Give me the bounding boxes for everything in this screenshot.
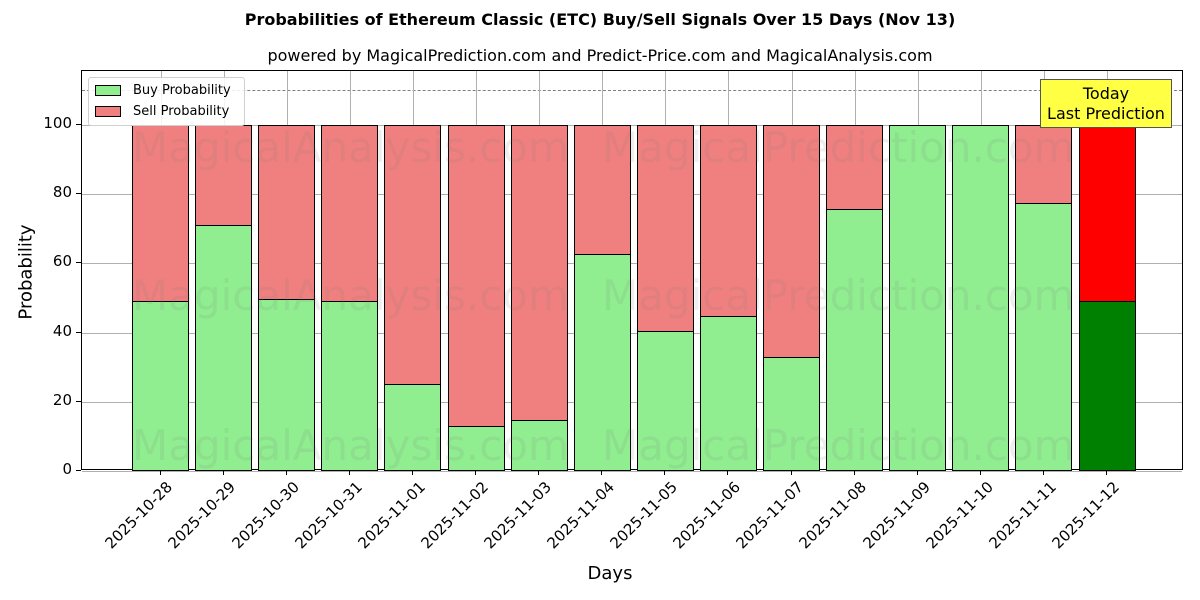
x-tick-label: 2025-10-29: [164, 478, 240, 553]
bar-buy: [321, 301, 379, 471]
bar-buy: [132, 301, 189, 471]
bar-sell: [384, 125, 442, 386]
bar-sell: [447, 125, 505, 428]
x-tick-label: 2025-11-04: [543, 478, 618, 553]
gridline-h: [82, 125, 1182, 126]
x-tick-mark: [853, 470, 855, 475]
bar-sell: [826, 125, 884, 211]
bar-buy: [952, 125, 1010, 471]
bar-sell: [321, 125, 379, 303]
today-annotation-line2: Last Prediction: [1047, 104, 1165, 123]
bar-sell: [1078, 125, 1136, 303]
gridline-h: [82, 263, 1182, 265]
y-tick-label: 60: [52, 252, 72, 271]
y-tick-label: 100: [43, 114, 72, 132]
x-tick-mark: [790, 470, 792, 475]
gridline-h: [82, 332, 1182, 334]
x-tick-label: 2025-11-01: [354, 478, 429, 553]
y-tick-mark: [76, 470, 81, 471]
x-tick-label: 2025-10-30: [228, 478, 303, 553]
bar-buy: [699, 315, 757, 471]
y-tick-label: 0: [62, 460, 72, 478]
bar-sell: [1015, 125, 1073, 204]
x-tick-mark: [285, 470, 287, 475]
bar-buy: [510, 420, 568, 471]
bar-buy: [636, 330, 694, 471]
legend-item-sell: Sell Probability: [95, 104, 229, 119]
bar-sell: [699, 125, 757, 317]
gridline-h: [82, 401, 1182, 403]
bar-buy: [889, 125, 947, 471]
y-tick-mark: [76, 193, 81, 195]
bar-sell: [510, 125, 568, 422]
y-tick-label: 20: [52, 390, 72, 409]
y-tick-mark: [76, 124, 81, 125]
x-tick-mark: [222, 470, 224, 475]
legend-swatch-buy: [95, 85, 121, 96]
bar-sell: [573, 125, 631, 256]
x-tick-mark: [664, 470, 666, 475]
bar-buy: [258, 299, 316, 471]
x-tick-mark: [475, 470, 476, 475]
bar-sell: [636, 125, 694, 332]
plot-area: MagicalAnalysis.comMagicalPrediction.com…: [81, 70, 1183, 472]
x-tick-mark: [411, 470, 413, 475]
x-tick-label: 2025-11-06: [669, 478, 745, 553]
x-tick-mark: [348, 470, 350, 475]
x-tick-label: 2025-11-08: [795, 478, 871, 553]
today-annotation-line1: Today: [1082, 84, 1130, 103]
legend-swatch-sell: [95, 106, 121, 117]
x-tick-label: 2025-11-03: [480, 478, 555, 553]
x-tick-label: 2025-11-05: [606, 478, 682, 553]
y-tick-mark: [76, 400, 81, 402]
y-tick-label: 80: [52, 183, 72, 202]
x-tick-label: 2025-11-09: [859, 478, 934, 553]
bar-buy: [384, 384, 442, 471]
bar-buy: [447, 426, 505, 471]
x-tick-mark: [727, 470, 729, 475]
chart-subtitle: powered by MagicalPrediction.com and Pre…: [267, 46, 933, 65]
reference-line: [82, 90, 1182, 92]
gridline-h: [82, 471, 1182, 472]
bar-buy: [1078, 301, 1136, 471]
x-tick-mark: [159, 470, 161, 475]
y-tick-mark: [76, 262, 81, 264]
bar-buy: [1015, 202, 1073, 471]
x-tick-label: 2025-11-02: [417, 478, 492, 553]
x-tick-mark: [538, 470, 540, 475]
x-tick-label: 2025-11-12: [1048, 478, 1123, 553]
x-tick-mark: [979, 470, 981, 475]
x-tick-mark: [601, 470, 603, 475]
gridline-h: [82, 194, 1182, 196]
legend-item-buy: Buy Probability: [95, 83, 231, 98]
y-axis-label: Probability: [15, 224, 37, 320]
x-tick-label: 2025-11-11: [985, 478, 1060, 553]
today-annotation: Today Last Prediction: [1040, 79, 1172, 128]
bar-sell: [132, 125, 189, 303]
x-tick-label: 2025-10-28: [101, 478, 177, 553]
x-tick-mark: [916, 470, 918, 475]
bar-buy: [826, 209, 884, 471]
x-tick-label: 2025-11-07: [732, 478, 808, 553]
y-tick-mark: [76, 331, 81, 333]
chart-title: Probabilities of Ethereum Classic (ETC) …: [244, 10, 956, 29]
bar-sell: [763, 125, 820, 359]
bar-buy: [195, 224, 253, 471]
legend-label-sell: Sell Probability: [133, 104, 230, 119]
x-tick-mark: [1042, 470, 1044, 475]
bar-buy: [763, 357, 820, 471]
x-tick-mark: [1106, 470, 1107, 475]
x-axis-label: Days: [587, 563, 633, 584]
legend-label-buy: Buy Probability: [133, 83, 231, 98]
bar-sell: [258, 125, 316, 301]
bar-buy: [573, 254, 631, 471]
y-tick-label: 40: [52, 321, 72, 340]
bar-sell: [195, 125, 253, 226]
legend: Buy Probability Sell Probability: [88, 77, 245, 126]
